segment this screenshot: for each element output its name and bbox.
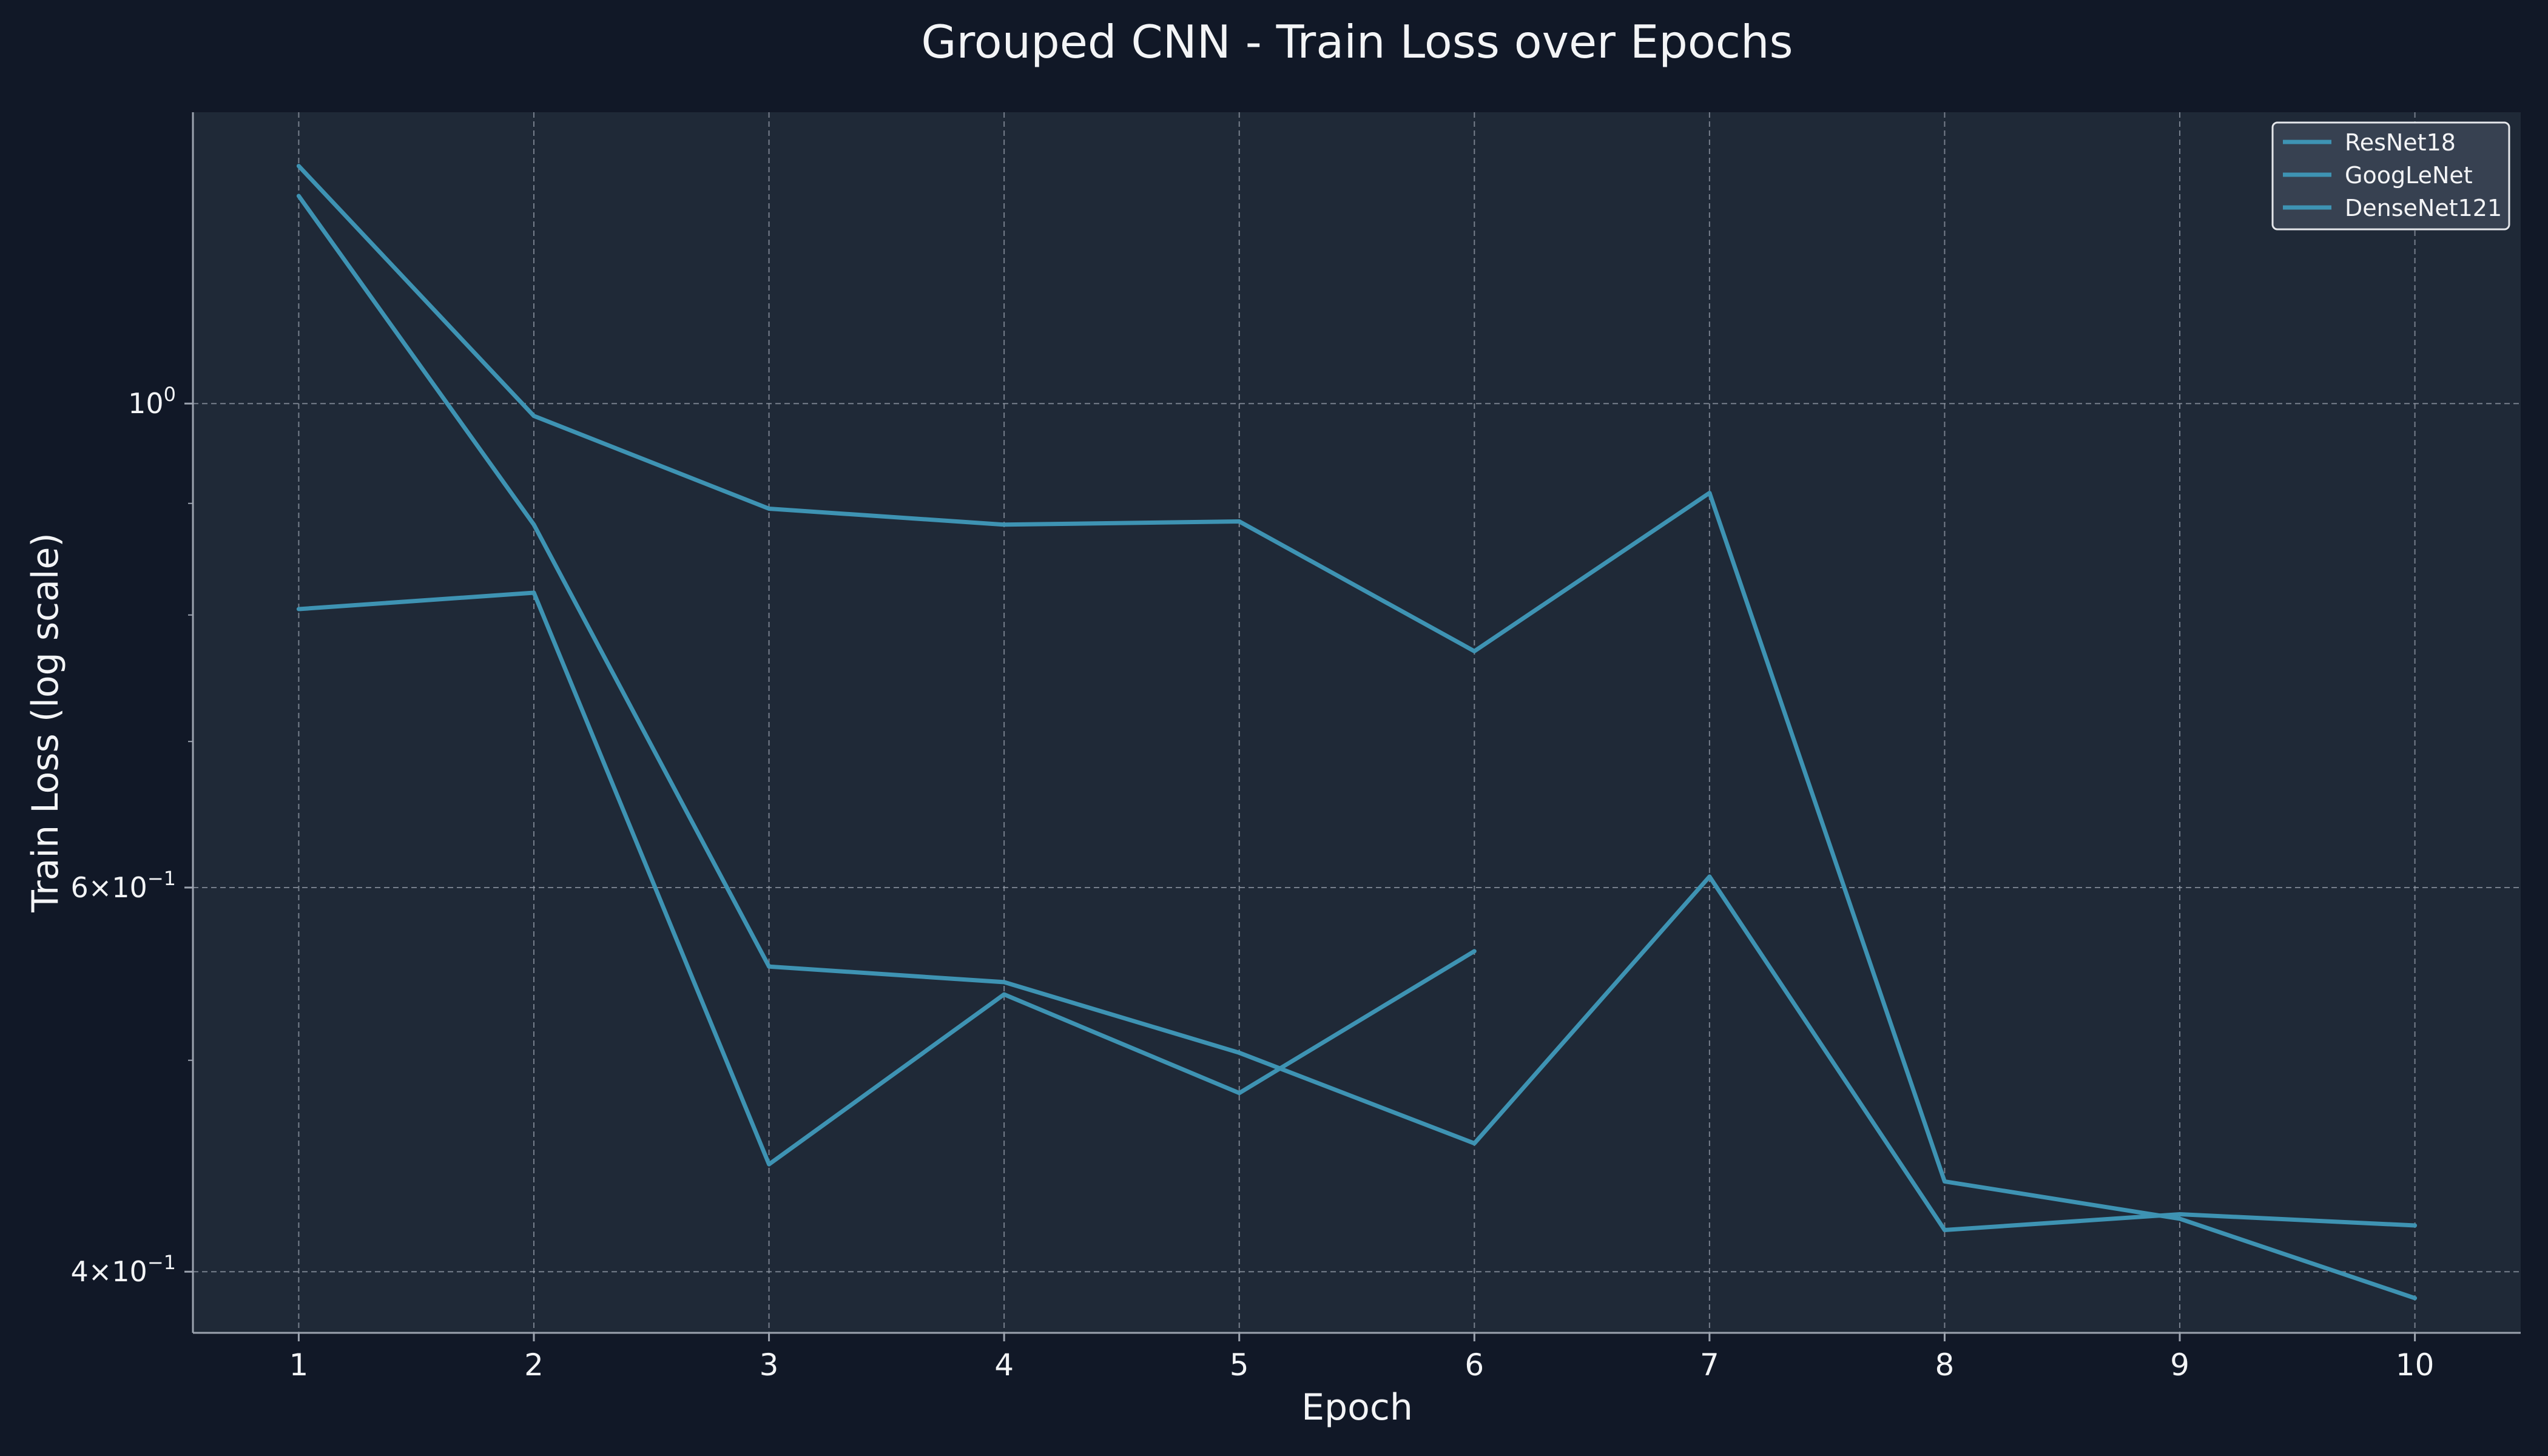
legend-label-densenet121: DenseNet121 (2345, 195, 2502, 221)
legend-label-googlenet: GoogLeNet (2345, 162, 2473, 189)
series-line-densenet121 (296, 590, 1477, 1167)
x-tick-label: 4 (994, 1347, 1014, 1383)
y-tick-label: 4×10−1 (70, 1251, 176, 1288)
x-tick-label: 9 (2170, 1347, 2189, 1383)
x-tick-label: 6 (1464, 1347, 1484, 1383)
legend: ResNet18 GoogLeNet DenseNet121 (2271, 121, 2510, 231)
x-tick-label: 10 (2396, 1347, 2435, 1383)
x-tick-label: 7 (1700, 1347, 1719, 1383)
plot-area (193, 112, 2521, 1333)
x-tick-label: 1 (289, 1347, 309, 1383)
x-tick-label: 5 (1230, 1347, 1249, 1383)
x-tick-label: 3 (760, 1347, 779, 1383)
x-tick-label: 2 (524, 1347, 544, 1383)
y-tick-label: 6×10−1 (70, 867, 176, 904)
chart-title: Grouped CNN - Train Loss over Epochs (921, 15, 1793, 69)
grid-layer (193, 112, 2521, 1333)
legend-label-resnet18: ResNet18 (2345, 129, 2456, 156)
series-line-googlenet (296, 194, 2418, 1232)
legend-box (2271, 121, 2510, 231)
series-layer (296, 164, 2418, 1301)
axis-layer: 1 2 3 4 5 6 7 8 9 10 100 6×10−1 4×10−1 (70, 383, 2434, 1383)
x-tick-label: 8 (1935, 1347, 1955, 1383)
x-axis-label: Epoch (1301, 1386, 1413, 1429)
y-tick-label: 100 (128, 383, 176, 420)
series-line-resnet18 (296, 164, 2418, 1301)
y-axis-label: Train Loss (log scale) (24, 533, 67, 913)
